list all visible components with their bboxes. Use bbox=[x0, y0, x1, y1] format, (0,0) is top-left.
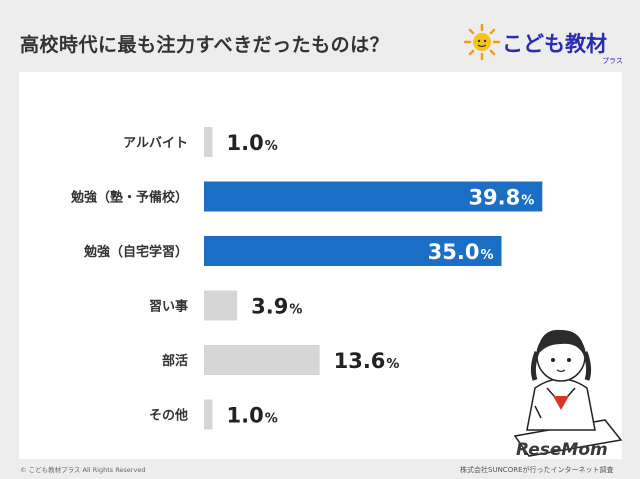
data-label-value: 3.9 bbox=[251, 295, 288, 319]
data-label-unit: % bbox=[521, 194, 534, 209]
watermark: ReseMom bbox=[516, 440, 608, 460]
bar bbox=[204, 290, 238, 321]
logo-subtext: プラス bbox=[602, 57, 623, 65]
bar-chart: アルバイト 1.0% 勉強（塾・予備校） 39.8% 勉強（自宅学習） 35.0% 習い事 3… bbox=[70, 127, 543, 430]
data-label-unit: % bbox=[265, 412, 278, 427]
category-label: 習い事 bbox=[149, 299, 188, 315]
logo-text: こども教材 bbox=[502, 32, 607, 56]
data-label-value: 13.6 bbox=[334, 349, 386, 373]
data-label-value: 39.8 bbox=[468, 186, 520, 210]
bar bbox=[204, 181, 543, 212]
data-label: 3.9% bbox=[251, 295, 302, 319]
data-label-value: 1.0 bbox=[227, 131, 264, 155]
data-label: 1.0% bbox=[227, 131, 278, 155]
data-label: 1.0% bbox=[227, 404, 278, 428]
data-label-unit: % bbox=[480, 248, 493, 263]
category-label: アルバイト bbox=[123, 136, 188, 151]
data-label: 35.0% bbox=[428, 240, 494, 264]
source-note: 株式会社SUNCOREが行ったインターネット調査 bbox=[460, 466, 614, 474]
data-label-value: 35.0 bbox=[428, 240, 480, 264]
data-label-unit: % bbox=[386, 357, 399, 372]
data-label-unit: % bbox=[289, 303, 302, 318]
category-label: 勉強（塾・予備校） bbox=[70, 190, 188, 206]
bar bbox=[204, 236, 502, 266]
page-title: 高校時代に最も注力すべきだったものは？ bbox=[20, 34, 390, 56]
chart-panel: アルバイト 1.0% 勉強（塾・予備校） 39.8% 勉強（自宅学習） 35.0% 習い事 3… bbox=[19, 72, 622, 459]
bar bbox=[204, 127, 213, 157]
data-label: 13.6% bbox=[334, 349, 400, 373]
category-label: 部活 bbox=[162, 353, 188, 369]
brand-logo: こども教材 プラス bbox=[462, 18, 632, 68]
sun-logo-icon bbox=[463, 23, 501, 61]
data-label: 39.8% bbox=[468, 186, 534, 210]
student-illustration-icon bbox=[513, 329, 623, 457]
copyright: © こども教材プラス All Rights Reserved bbox=[20, 466, 146, 474]
bar bbox=[204, 399, 213, 430]
data-label-unit: % bbox=[265, 139, 278, 154]
category-label: その他 bbox=[149, 408, 188, 424]
category-label: 勉強（自宅学習） bbox=[83, 244, 188, 260]
bar bbox=[204, 345, 320, 375]
data-label-value: 1.0 bbox=[227, 404, 264, 428]
